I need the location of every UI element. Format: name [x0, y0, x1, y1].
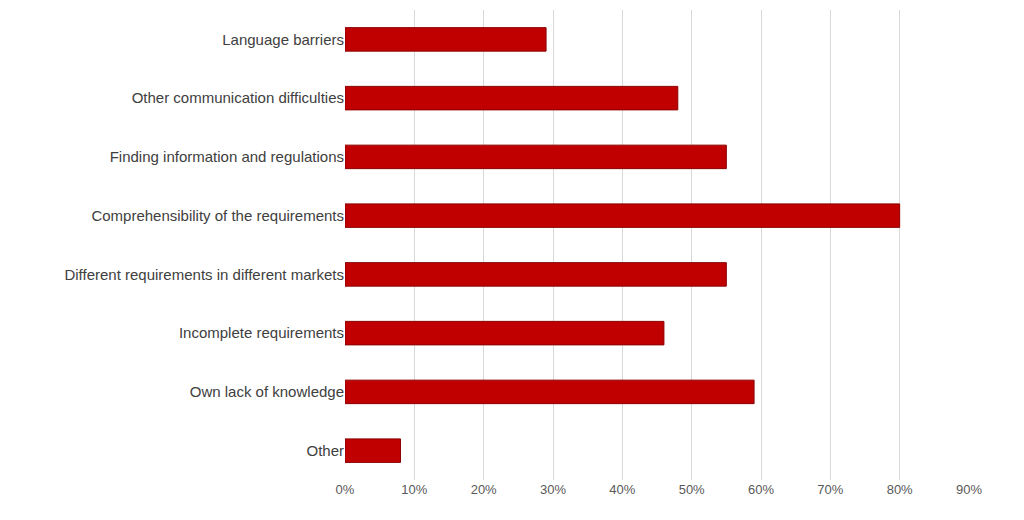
svg-text:50%: 50%: [679, 482, 705, 497]
svg-text:Comprehensibility of the requi: Comprehensibility of the requirements: [91, 207, 344, 224]
svg-text:90%: 90%: [956, 482, 982, 497]
svg-text:10%: 10%: [401, 482, 427, 497]
svg-text:Finding information and regula: Finding information and regulations: [110, 148, 344, 165]
svg-text:40%: 40%: [609, 482, 635, 497]
svg-text:Own lack of knowledge: Own lack of knowledge: [190, 383, 344, 400]
svg-text:Other communication difficulti: Other communication difficulties: [132, 89, 344, 106]
svg-text:30%: 30%: [540, 482, 566, 497]
svg-text:80%: 80%: [887, 482, 913, 497]
svg-text:Other: Other: [306, 442, 344, 459]
svg-text:20%: 20%: [471, 482, 497, 497]
svg-text:Language barriers: Language barriers: [222, 31, 344, 48]
svg-text:Different requirements in diff: Different requirements in different mark…: [64, 266, 344, 283]
svg-text:70%: 70%: [817, 482, 843, 497]
svg-text:Incomplete requirements: Incomplete requirements: [179, 324, 344, 341]
svg-text:0%: 0%: [336, 482, 355, 497]
svg-text:60%: 60%: [748, 482, 774, 497]
